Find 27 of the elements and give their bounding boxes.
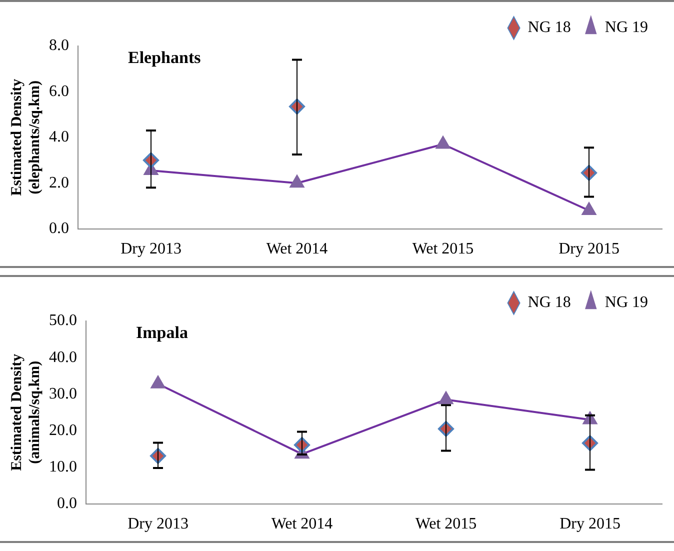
x-tick-label: Dry 2013 [120, 240, 182, 258]
y-tick-label: 2.0 [49, 174, 69, 192]
x-tick-label: Dry 2015 [558, 240, 620, 258]
chart-title: Elephants [128, 48, 202, 67]
legend-label: NG 18 [528, 19, 571, 36]
y-tick-label: 4.0 [49, 128, 69, 146]
legend-label: NG 18 [528, 294, 571, 312]
y-axis-title: Estimated Density (elephants/sq.km) [8, 78, 43, 196]
x-tick-label: Dry 2013 [128, 516, 188, 533]
x-tick-label: Wet 2015 [415, 516, 477, 533]
x-tick-label: Wet 2014 [271, 516, 333, 533]
x-tick-label: Dry 2015 [560, 516, 620, 533]
y-tick-label: 8.0 [49, 37, 69, 54]
y-tick-label: 10.0 [49, 458, 77, 476]
y-tick-label: 20.0 [49, 422, 77, 439]
y-axis-title: Estimated Density (animals/sq.km) [8, 353, 43, 471]
x-tick-label: Wet 2015 [412, 240, 474, 258]
chart-title: Impala [136, 322, 188, 342]
x-tick-label: Wet 2014 [266, 240, 328, 258]
y-tick-label: 40.0 [49, 348, 77, 366]
y-tick-label: 30.0 [49, 385, 77, 402]
legend-label: NG 19 [604, 19, 648, 36]
y-tick-label: 0.0 [49, 220, 69, 238]
y-tick-label: 50.0 [49, 312, 77, 330]
y-tick-label: 6.0 [49, 82, 69, 100]
legend-label: NG 19 [604, 294, 648, 312]
y-tick-label: 0.0 [57, 495, 77, 512]
